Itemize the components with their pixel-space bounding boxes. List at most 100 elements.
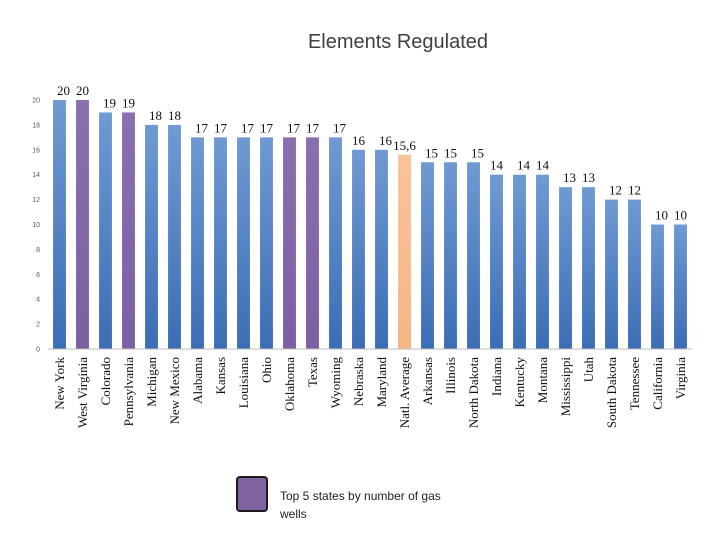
x-tick-label: Kansas <box>213 357 228 395</box>
y-tick-label: 14 <box>32 172 40 179</box>
bar-alabama <box>191 137 204 349</box>
bar-oklahoma <box>283 137 296 349</box>
data-label: 14 <box>490 158 504 173</box>
y-tick-label: 6 <box>36 272 40 279</box>
data-label: 17 <box>241 120 255 135</box>
y-tick-label: 2 <box>36 322 40 329</box>
bar-texas <box>306 137 319 349</box>
bar-wyoming <box>329 137 342 349</box>
x-tick-label: Ohio <box>259 357 274 383</box>
bar-maryland <box>375 149 388 349</box>
x-tick-label: Texas <box>305 357 320 387</box>
data-label: 17 <box>333 120 347 135</box>
data-label: 17 <box>195 120 209 135</box>
data-label: 13 <box>563 170 576 185</box>
bar-nebraska <box>352 149 365 349</box>
x-tick-label: Louisiana <box>236 357 251 408</box>
data-label: 19 <box>103 95 116 110</box>
y-tick-label: 16 <box>32 147 40 154</box>
data-label: 20 <box>57 83 70 98</box>
x-tick-label: California <box>650 357 665 410</box>
x-tick-label: New York <box>52 357 67 410</box>
legend: Top 5 states by number of gas wells <box>236 474 456 524</box>
bar-indiana <box>490 174 503 349</box>
data-label: 18 <box>149 108 162 123</box>
x-tick-label: Arkansas <box>420 357 435 405</box>
x-tick-label: Wyoming <box>328 357 343 409</box>
bar-virginia <box>674 224 687 349</box>
x-tick-label: Maryland <box>374 357 389 408</box>
x-tick-label: Michigan <box>144 357 159 407</box>
data-label: 13 <box>582 170 595 185</box>
bar-utah <box>582 187 595 349</box>
x-axis: New York West Virginia Colorado Pennsylvani… <box>48 348 692 428</box>
bar-new-york <box>53 100 66 349</box>
y-tick-label: 18 <box>32 122 40 129</box>
x-tick-label: Kentucky <box>512 357 527 408</box>
data-label: 12 <box>628 183 641 198</box>
data-label: 10 <box>655 208 668 223</box>
x-tick-label: North Dakota <box>466 357 481 428</box>
data-label: 15 <box>425 145 438 160</box>
legend-label: Top 5 states by number of gas wells <box>280 489 441 521</box>
x-tick-label: Montana <box>535 357 550 403</box>
y-axis: 0 2 4 6 8 10 12 14 16 18 20 <box>32 98 40 354</box>
bar-illinois <box>444 162 457 349</box>
chart-title: Elements Regulated <box>308 31 488 53</box>
bar-mississippi <box>559 187 572 349</box>
bar-pennsylvania <box>122 112 135 349</box>
data-label: 17 <box>287 120 301 135</box>
data-label: 14 <box>517 158 531 173</box>
y-tick-label: 4 <box>36 297 40 304</box>
y-tick-label: 8 <box>36 247 40 254</box>
x-tick-label: Illinois <box>443 357 458 394</box>
bar-california <box>651 224 664 349</box>
data-label: 18 <box>168 108 181 123</box>
data-label: 16 <box>379 133 393 148</box>
bar-south-dakota <box>605 199 618 349</box>
bar-ohio <box>260 137 273 349</box>
data-label: 10 <box>674 208 687 223</box>
bar-colorado <box>99 112 112 349</box>
bar-montana <box>536 174 549 349</box>
y-tick-label: 0 <box>36 347 40 354</box>
bars <box>53 100 687 350</box>
y-tick-label: 20 <box>32 98 40 105</box>
x-tick-label: Colorado <box>98 357 113 405</box>
bar-michigan <box>145 124 158 350</box>
data-label: 17 <box>260 120 274 135</box>
x-tick-label: Pennsylvania <box>121 357 136 427</box>
data-label: 17 <box>306 120 320 135</box>
x-tick-label: Utah <box>581 357 596 383</box>
bar-west-virginia <box>76 100 89 349</box>
bar-north-dakota <box>467 162 480 349</box>
legend-swatch <box>236 476 268 512</box>
bar-louisiana <box>237 137 250 349</box>
x-tick-label: Alabama <box>190 357 205 404</box>
bar-new-mexico <box>168 124 181 350</box>
data-label: 15 <box>471 145 484 160</box>
data-label: 15 <box>444 145 457 160</box>
x-tick-label: Nebraska <box>351 357 366 406</box>
data-label: 15,6 <box>393 138 416 153</box>
x-tick-label: West Virginia <box>75 357 90 428</box>
y-tick-label: 10 <box>32 222 40 229</box>
data-label: 17 <box>214 120 228 135</box>
data-label: 16 <box>352 133 366 148</box>
data-label: 20 <box>76 83 89 98</box>
bar-kansas <box>214 137 227 349</box>
bar-arkansas <box>421 162 434 349</box>
x-tick-label: Virginia <box>673 357 688 400</box>
bar-kentucky <box>513 174 526 349</box>
x-tick-label: South Dakota <box>604 357 619 428</box>
x-tick-label: Tennessee <box>627 357 642 410</box>
data-label: 19 <box>122 95 135 110</box>
x-tick-label: Oklahoma <box>282 357 297 411</box>
x-tick-label: Natl. Average <box>397 357 412 428</box>
x-tick-label: Mississippi <box>558 357 573 417</box>
bar-tennessee <box>628 199 641 349</box>
data-label: 14 <box>536 158 550 173</box>
bar-natl-average <box>398 154 411 349</box>
